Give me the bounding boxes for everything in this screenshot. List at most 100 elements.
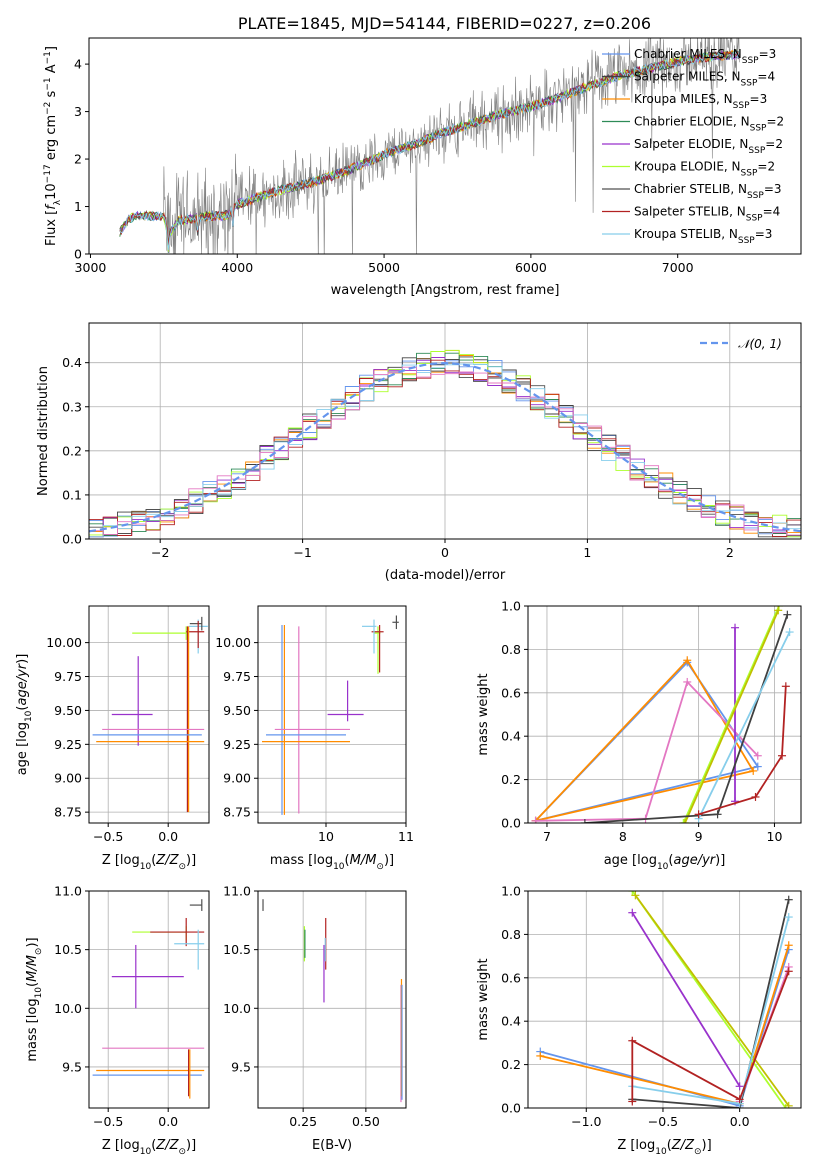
mass-weight-vs-z-ytick-label: 0.8 [501, 927, 521, 942]
mass-weight-vs-age-xlabel: age [log10(age/yr)] [604, 853, 726, 872]
mass-vs-ebv-frame [257, 890, 407, 1109]
mass-weight-vs-age-series-line-8 [698, 686, 787, 816]
mass-weight-vs-z-xlabel: Z [log10(Z/Z⊙)] [617, 1138, 711, 1157]
age-vs-mass-plot-area [262, 615, 399, 815]
mass-weight-vs-z-series-line-5 [634, 894, 790, 1107]
histogram-ylabel: Normed distribution [36, 366, 51, 496]
spectrum-frame [88, 37, 802, 255]
mass-weight-vs-age-ytick-label: 0.2 [501, 772, 521, 787]
spectrum-legend-label-3: Chabrier ELODIE, NSSP=2 [634, 115, 784, 134]
mass-vs-ebv-xtick-label: 0.50 [352, 1114, 380, 1129]
mass-weight-vs-z-xtick-label: −1.0 [571, 1114, 601, 1129]
mass-weight-vs-z-ytick-label: 0.0 [501, 1101, 521, 1116]
histogram-xlabel: (data-model)/error [385, 568, 506, 583]
spectrum-ytick-label: 1 [74, 199, 82, 214]
histogram-plot-area [89, 349, 801, 538]
mass-weight-vs-age-ylabel: mass weight [476, 673, 491, 755]
spectrum-xtick-label: 7000 [662, 260, 694, 275]
residual-histogram-8 [89, 363, 801, 538]
mass-weight-vs-z-series-line-8 [631, 970, 790, 1102]
spectrum-ytick-label: 2 [74, 152, 82, 167]
age-vs-mass-ytick-label: 9.00 [223, 771, 251, 786]
mass-vs-z-ytick-label: 10.0 [54, 1001, 82, 1016]
age-vs-z-ytick-label: 9.50 [54, 703, 82, 718]
mass-vs-ebv-ytick-label: 10.0 [223, 1001, 251, 1016]
mass-vs-z-xtick-label: −0.5 [93, 1114, 123, 1129]
spectrum-legend-label-6: Chabrier STELIB, NSSP=3 [634, 182, 782, 201]
mass-weight-vs-age-ytick-label: 1.0 [501, 599, 521, 614]
mass-weight-vs-z-xtick-label: −0.5 [648, 1114, 678, 1129]
mass-weight-vs-age-plot-area [531, 606, 794, 823]
mass-weight-vs-age-series-line-2 [535, 680, 759, 822]
histogram-xtick-label: 0 [441, 545, 449, 560]
mass-weight-vs-z-series-line-6 [632, 899, 790, 1108]
spectrum-ytick-label: 3 [74, 104, 82, 119]
mass-weight-vs-age-ytick-label: 0.6 [501, 685, 521, 700]
age-vs-z-ytick-label: 8.75 [54, 805, 82, 820]
mass-vs-z-ytick-label: 10.5 [54, 942, 82, 957]
histogram-xtick-label: −1 [293, 545, 311, 560]
mass-weight-vs-age-xtick-label: 10 [767, 829, 783, 844]
mass-vs-z-xlabel: Z [log10(Z/Z⊙)] [102, 1138, 196, 1157]
spectrum-legend-label-5: Kroupa ELODIE, NSSP=2 [634, 160, 775, 179]
spectrum-xtick-label: 5000 [368, 260, 400, 275]
mass-vs-z-frame [88, 890, 210, 1109]
age-vs-mass-xlabel: mass [log10(M/M⊙)] [270, 853, 394, 872]
spectrum-xtick-label: 4000 [221, 260, 253, 275]
mass-weight-vs-age-xtick-label: 9 [695, 829, 703, 844]
histogram-frame [88, 322, 802, 540]
age-vs-z-xtick-label: 0.0 [158, 829, 178, 844]
age-vs-z-xtick-label: −0.5 [93, 829, 123, 844]
age-vs-z-xlabel: Z [log10(Z/Z⊙)] [102, 853, 196, 872]
age-vs-z-plot-area [92, 616, 208, 813]
age-vs-mass-xtick-label: 11 [398, 829, 414, 844]
mass-vs-ebv-xlabel: E(B-V) [312, 1138, 352, 1153]
histogram-xtick-label: −2 [151, 545, 169, 560]
mass-weight-vs-z-ylabel: mass weight [476, 958, 491, 1040]
mass-weight-vs-z-plot-area [536, 891, 793, 1108]
histogram-ytick-label: 0.2 [62, 443, 82, 458]
mass-weight-vs-age-xtick-label: 8 [619, 829, 627, 844]
mass-weight-vs-z-ytick-label: 0.4 [501, 1014, 521, 1029]
age-vs-mass-ytick-label: 8.75 [223, 805, 251, 820]
age-vs-mass-frame [257, 605, 407, 824]
mass-vs-ebv-ytick-label: 11.0 [223, 884, 251, 899]
age-vs-z-ytick-label: 9.25 [54, 737, 82, 752]
mass-vs-z-ylabel: mass [log10(M/M⊙)] [25, 937, 44, 1061]
age-vs-mass-ytick-label: 10.00 [215, 635, 251, 650]
spectrum-ytick-label: 0 [74, 247, 82, 262]
observed-spectrum-line [119, 38, 740, 254]
mass-vs-z-ytick-label: 11.0 [54, 884, 82, 899]
spectrum-plot-area [119, 38, 740, 254]
mass-weight-vs-age-ytick-label: 0.0 [501, 816, 521, 831]
mass-weight-vs-age-ytick-label: 0.8 [501, 642, 521, 657]
spectrum-legend-label-8: Kroupa STELIB, NSSP=3 [634, 227, 772, 246]
mass-vs-z-ytick-label: 9.5 [62, 1059, 82, 1074]
mass-weight-vs-z-ytick-label: 1.0 [501, 884, 521, 899]
histogram-ytick-label: 0.1 [62, 487, 82, 502]
histogram-xtick-label: 2 [726, 545, 734, 560]
normal-gaussian-curve [89, 361, 801, 533]
mass-weight-vs-age-series-line-7 [697, 631, 791, 820]
residual-histogram-6 [89, 358, 801, 538]
spectrum-ytick-label: 4 [74, 57, 82, 72]
age-vs-mass-ytick-label: 9.50 [223, 703, 251, 718]
spectrum-legend-label-0: Chabrier MILES, NSSP=3 [634, 47, 776, 66]
spectrum-legend-label-1: Salpeter MILES, NSSP=4 [634, 70, 775, 89]
spectrum-legend-label-7: Salpeter STELIB, NSSP=4 [634, 205, 780, 224]
histogram-ytick-label: 0.3 [62, 399, 82, 414]
spectrum-legend-label-4: Salpeter ELODIE, NSSP=2 [634, 137, 783, 156]
age-vs-z-ytick-label: 10.00 [46, 635, 82, 650]
mass-weight-vs-z-ytick-label: 0.6 [501, 970, 521, 985]
age-vs-z-ylabel: age [log10(age/yr)] [15, 654, 34, 776]
spectrum-xtick-label: 6000 [515, 260, 547, 275]
age-vs-mass-ytick-label: 9.75 [223, 669, 251, 684]
residual-histogram-9 [89, 366, 801, 536]
mass-vs-ebv-xtick-label: 0.25 [289, 1114, 317, 1129]
spectrum-xlabel: wavelength [Angstrom, rest frame] [331, 283, 560, 298]
model-spectrum-7 [119, 50, 740, 246]
mass-weight-vs-z-frame [527, 890, 802, 1109]
mass-vs-ebv-ytick-label: 10.5 [223, 942, 251, 957]
